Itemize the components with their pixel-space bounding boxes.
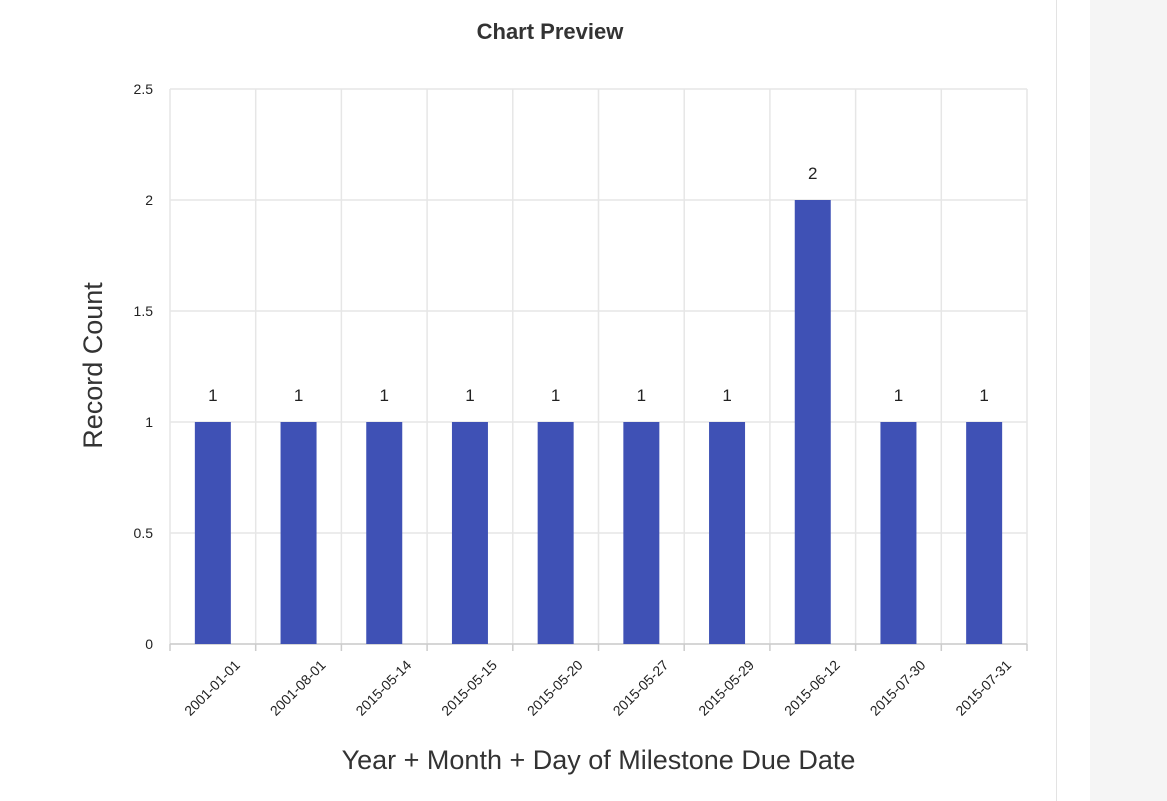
- data-label: 2: [808, 164, 817, 183]
- x-axis-title: Year + Month + Day of Milestone Due Date: [342, 745, 856, 775]
- data-label: 1: [208, 386, 217, 405]
- y-tick-label: 0: [145, 636, 153, 652]
- x-tick-label: 2001-01-01: [181, 657, 243, 719]
- y-axis-title: Record Count: [78, 282, 108, 449]
- data-label: 1: [637, 386, 646, 405]
- x-tick-label: 2015-05-15: [438, 657, 500, 719]
- bar: [623, 422, 660, 644]
- bar: [966, 422, 1003, 644]
- bar-chart: 0 0.5 1 1.5 2 2.5 1 2001-01-01 1 2001-08-01 1 2015-…: [78, 81, 1028, 775]
- data-label: 1: [722, 386, 731, 405]
- bar: [366, 422, 403, 644]
- y-tick-label: 2: [145, 192, 153, 208]
- chart-panel: Chart Preview 0 0.5 1 1.5 2 2.5 1 2001-01-01 1 20…: [78, 19, 1028, 775]
- panel-divider: [1056, 0, 1057, 801]
- x-tick-label: 2001-08-01: [267, 657, 329, 719]
- x-tick-label: 2015-07-30: [867, 657, 929, 719]
- bar: [880, 422, 917, 644]
- data-label: 1: [465, 386, 474, 405]
- x-tick-label: 2015-05-14: [352, 657, 414, 719]
- bar: [451, 422, 488, 644]
- y-tick-label: 1.5: [134, 303, 154, 319]
- right-sidebar: [1090, 0, 1167, 801]
- bar: [280, 422, 317, 644]
- x-tick-label: 2015-06-12: [781, 657, 843, 719]
- x-tick-label: 2015-07-31: [952, 657, 1014, 719]
- data-label: 1: [551, 386, 560, 405]
- y-tick-label: 1: [145, 414, 153, 430]
- data-label: 1: [380, 386, 389, 405]
- x-tick-label: 2015-05-20: [524, 657, 586, 719]
- y-tick-label: 2.5: [134, 81, 154, 97]
- x-tick-label: 2015-05-29: [695, 657, 757, 719]
- bar: [794, 200, 831, 644]
- y-tick-label: 0.5: [134, 525, 154, 541]
- x-tick-label: 2015-05-27: [610, 657, 672, 719]
- data-label: 1: [294, 386, 303, 405]
- data-label: 1: [979, 386, 988, 405]
- panel-gap: [1057, 0, 1090, 801]
- bar: [709, 422, 746, 644]
- data-label: 1: [894, 386, 903, 405]
- bar: [537, 422, 574, 644]
- chart-title: Chart Preview: [476, 19, 624, 44]
- bar: [194, 422, 231, 644]
